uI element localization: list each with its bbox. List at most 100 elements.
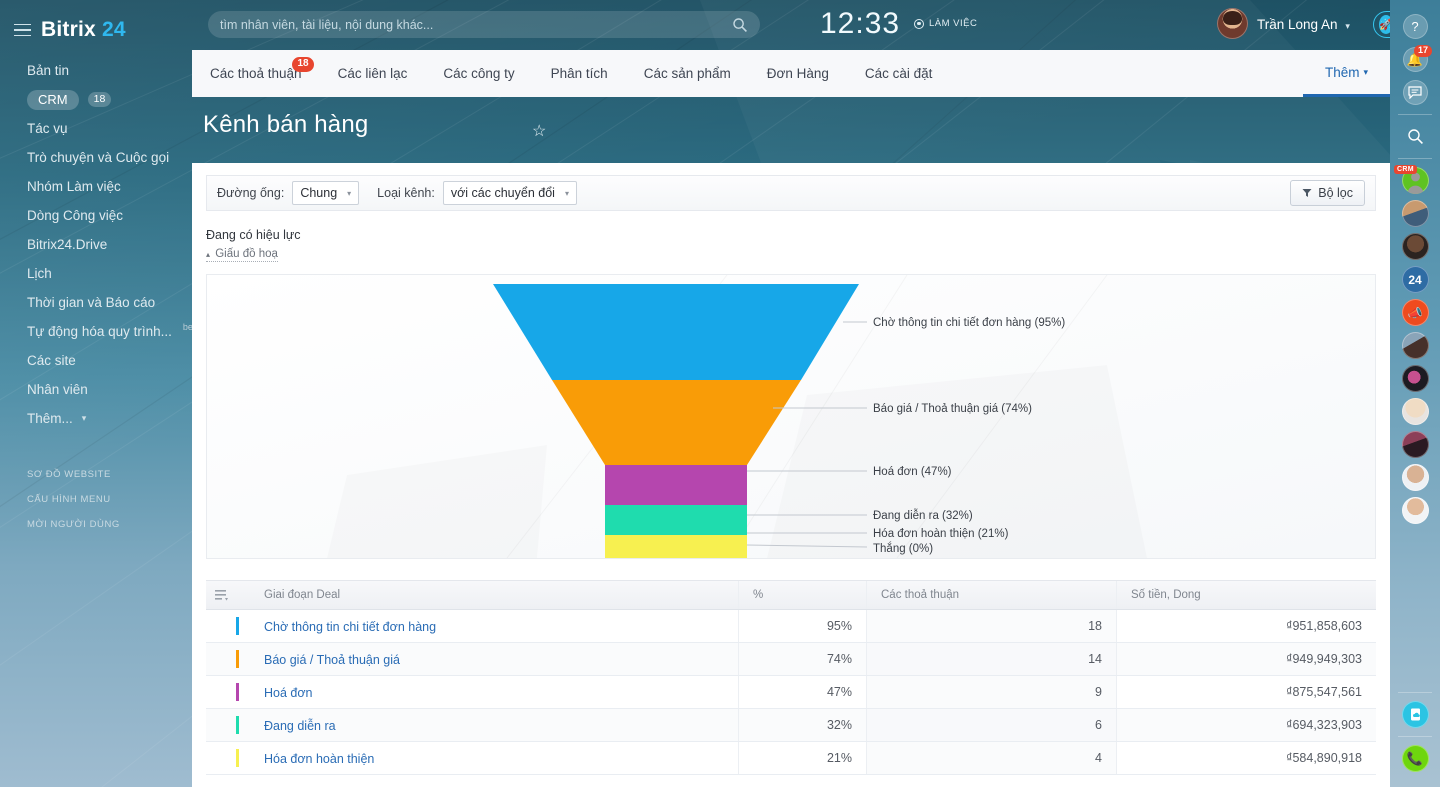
rail-call-button[interactable]: 📞: [1390, 742, 1440, 775]
tab-cac-thoa-thuan[interactable]: Các thoả thuận 18: [192, 50, 320, 97]
row-percent: 47%: [738, 676, 866, 708]
rocket-icon: 🚀: [1379, 15, 1393, 34]
table-row[interactable]: Báo giá / Thoả thuận giá 74% 14 ₫949,949…: [206, 643, 1376, 676]
rail-contact-1[interactable]: [1390, 197, 1440, 230]
table-row[interactable]: Đang diễn ra 32% 6 ₫694,323,903: [206, 709, 1376, 742]
tab-more[interactable]: Thêm ▾: [1302, 50, 1390, 97]
sidebar-item-label: Tự động hóa quy trình...: [27, 324, 172, 339]
tab-cac-cai-dat[interactable]: Các cài đặt: [847, 50, 951, 97]
row-sum: ₫694,323,903: [1116, 709, 1376, 741]
rail-chat-button[interactable]: [1390, 76, 1440, 109]
rail-help-button[interactable]: ?: [1390, 10, 1440, 43]
work-status-label: LÀM VIỆC: [929, 18, 978, 29]
rail-contact-7[interactable]: [1390, 461, 1440, 494]
sidebar-item-ban-tin[interactable]: Bản tin: [0, 56, 192, 85]
stage-link[interactable]: Chờ thông tin chi tiết đơn hàng: [264, 619, 437, 634]
row-color-marker: [236, 617, 250, 635]
column-header-sum[interactable]: Số tiền, Dong: [1116, 581, 1376, 609]
sidebar-footer-links: SƠ ĐỒ WEBSITE CẤU HÌNH MENU MỜI NGƯỜI DÙ…: [0, 462, 192, 537]
sidebar-item-dong-cong-viec[interactable]: Dòng Công việc: [0, 201, 192, 230]
funnel-segment-2[interactable]: [552, 380, 801, 465]
chevron-down-icon: ▾: [1363, 66, 1368, 77]
sidebar-item-nhom-lam-viec[interactable]: Nhóm Làm việc: [0, 172, 192, 201]
stage-link[interactable]: Hoá đơn: [264, 685, 313, 700]
chevron-down-icon: ▾: [1345, 21, 1350, 31]
brand-logo[interactable]: Bitrix 24: [41, 18, 126, 42]
sidebar-item-tro-chuyen[interactable]: Trò chuyện và Cuộc gọi: [0, 143, 192, 172]
search-box[interactable]: [208, 11, 760, 38]
chevron-down-icon: ▾: [81, 413, 87, 423]
beta-tag: beta: [183, 322, 201, 332]
rail-contact-6[interactable]: [1390, 428, 1440, 461]
sidebar-link-sitemap[interactable]: SƠ ĐỒ WEBSITE: [27, 469, 111, 480]
rail-announcement-button[interactable]: 📣: [1390, 296, 1440, 329]
row-percent: 32%: [738, 709, 866, 741]
sidebar-item-drive[interactable]: Bitrix24.Drive: [0, 230, 192, 259]
column-header-percent[interactable]: %: [738, 581, 866, 609]
main-content: Đường ống: Chung ▾ Loại kênh: với các ch…: [192, 163, 1390, 787]
channel-label: Loại kênh:: [377, 186, 435, 200]
stages-table: Giai đoạn Deal % Các thoả thuận Số tiền,…: [206, 580, 1376, 775]
funnel-segment-1[interactable]: [493, 284, 859, 380]
tab-label: Đơn Hàng: [766, 66, 829, 81]
sidebar-item-lich[interactable]: Lịch: [0, 259, 192, 288]
stage-link[interactable]: Báo giá / Thoả thuận giá: [264, 652, 400, 667]
rail-contact-3[interactable]: [1390, 329, 1440, 362]
sidebar-item-tu-dong-hoa[interactable]: Tự động hóa quy trình... beta: [0, 317, 200, 346]
rail-contact-2[interactable]: [1390, 230, 1440, 263]
rail-contact-5[interactable]: [1390, 395, 1440, 428]
tab-more-label: Thêm: [1324, 64, 1360, 80]
table-row[interactable]: Chờ thông tin chi tiết đơn hàng 95% 18 ₫…: [206, 610, 1376, 643]
rail-search-button[interactable]: [1390, 120, 1440, 153]
rail-contact-4[interactable]: [1390, 362, 1440, 395]
tab-cac-san-pham[interactable]: Các sản phẩm: [626, 50, 749, 97]
work-status-toggle[interactable]: LÀM VIỆC: [914, 18, 977, 29]
sidebar-item-tac-vu[interactable]: Tác vụ: [0, 114, 192, 143]
stage-link[interactable]: Đang diễn ra: [264, 718, 336, 733]
sidebar-item-thoi-gian-bao-cao[interactable]: Thời gian và Báo cáo: [0, 288, 192, 317]
sidebar-item-crm[interactable]: CRM 18: [0, 85, 192, 114]
funnel-segment-5[interactable]: [605, 535, 747, 558]
hide-graph-label: Giấu đồ hoạ: [215, 248, 278, 260]
tab-don-hang[interactable]: Đơn Hàng: [749, 50, 847, 97]
sidebar-item-label: Trò chuyện và Cuộc gọi: [27, 150, 170, 165]
menu-burger-icon[interactable]: [14, 23, 31, 37]
column-header-deals[interactable]: Các thoả thuận: [866, 581, 1116, 609]
filter-bar: Đường ống: Chung ▾ Loại kênh: với các ch…: [206, 175, 1376, 211]
sidebar-link-invite-users[interactable]: MỜI NGƯỜI DÙNG: [27, 519, 120, 530]
channel-select[interactable]: với các chuyển đổi ▾: [442, 181, 577, 205]
table-row[interactable]: Hóa đơn hoàn thiện 21% 4 ₫584,890,918: [206, 742, 1376, 775]
hide-graph-toggle[interactable]: ▴ Giấu đồ hoạ: [206, 248, 278, 262]
funnel-segment-4[interactable]: [605, 505, 747, 535]
row-percent: 74%: [738, 643, 866, 675]
tab-cac-cong-ty[interactable]: Các công ty: [425, 50, 532, 97]
star-icon[interactable]: ☆: [532, 123, 547, 140]
pipeline-select[interactable]: Chung ▾: [292, 181, 360, 205]
avatar[interactable]: [1217, 8, 1248, 39]
funnel-label-2: Báo giá / Thoả thuận giá (74%): [873, 403, 1032, 415]
tab-cac-lien-lac[interactable]: Các liên lạc: [320, 50, 426, 97]
rail-mobile-app-button[interactable]: [1390, 698, 1440, 731]
search-input[interactable]: [220, 17, 732, 32]
rail-contact-8[interactable]: [1390, 494, 1440, 527]
sidebar-item-nhan-vien[interactable]: Nhân viên: [0, 375, 192, 404]
rail-crm-contact[interactable]: CRM: [1390, 164, 1440, 197]
list-settings-icon[interactable]: [206, 589, 236, 601]
rail-notifications-button[interactable]: 🔔 17: [1390, 43, 1440, 76]
tab-phan-tich[interactable]: Phân tích: [533, 50, 626, 97]
funnel-segment-3[interactable]: [605, 465, 747, 505]
notifications-count: 17: [1413, 45, 1432, 57]
left-sidebar: Bitrix 24 Bản tin CRM 18 Tác vụ Trò chuy…: [0, 0, 200, 787]
sidebar-item-them[interactable]: Thêm... ▾: [0, 404, 192, 433]
sidebar-item-label: Bản tin: [27, 63, 70, 78]
column-header-stage[interactable]: Giai đoạn Deal: [264, 589, 341, 601]
stage-link[interactable]: Hóa đơn hoàn thiện: [264, 751, 375, 766]
top-bar: 12:33 LÀM VIỆC Trần Long An ▾ 🚀 Kế hoạch…: [192, 0, 1440, 50]
sidebar-item-cac-site[interactable]: Các site: [0, 346, 192, 375]
sidebar-link-menu-config[interactable]: CẤU HÌNH MENU: [27, 494, 111, 505]
filter-button[interactable]: Bộ lọc: [1290, 180, 1365, 206]
table-row[interactable]: Hoá đơn 47% 9 ₫875,547,561: [206, 676, 1376, 709]
user-menu[interactable]: Trần Long An ▾: [1257, 17, 1350, 32]
rail-bitrix24-counter[interactable]: 24: [1390, 263, 1440, 296]
counter-label: 24: [1408, 272, 1422, 287]
